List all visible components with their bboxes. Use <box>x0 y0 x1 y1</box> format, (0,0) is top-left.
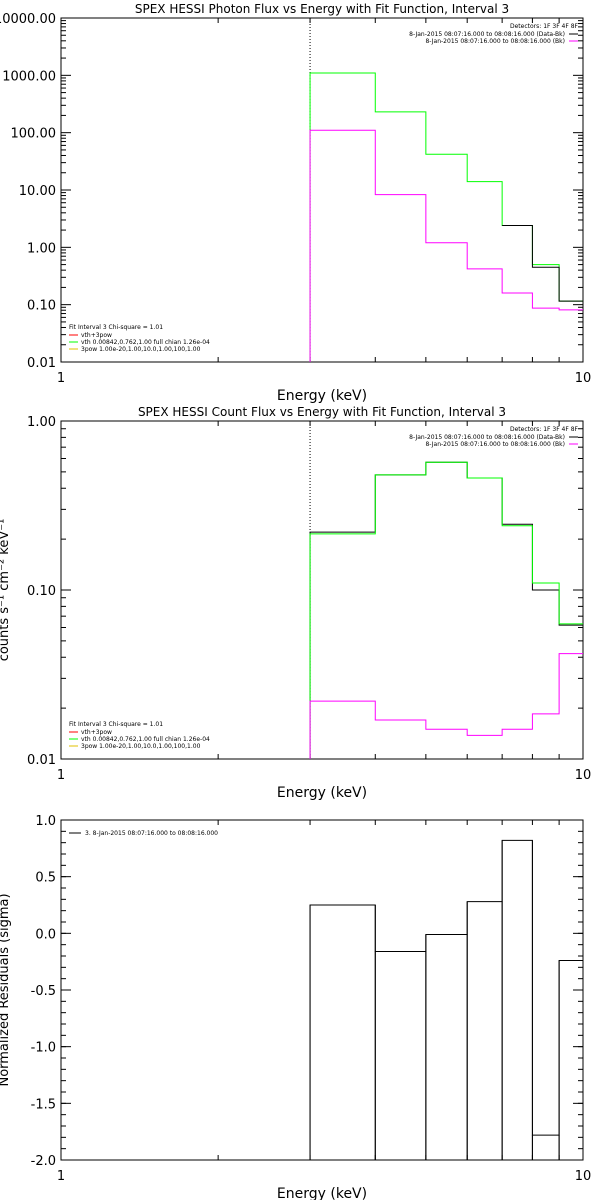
x-axis-label: Energy (keV) <box>277 1186 367 1200</box>
x-tick-label: 1 <box>57 768 65 783</box>
series-line <box>309 839 583 1160</box>
legend-detectors: Detectors: 1F 3F 4F 8F <box>510 426 579 433</box>
legend-entry-label: 3pow 1.00e-20,1.00,10.0,1.00,100,1.00 <box>81 346 201 353</box>
chart-title: SPEX HESSI Photon Flux vs Energy with Fi… <box>135 2 509 16</box>
y-tick-label: 0.5 <box>35 871 56 886</box>
plot-frame <box>60 819 584 1161</box>
y-tick-label: -1.0 <box>31 1041 56 1056</box>
legend-entry-label: vth+3pow <box>81 332 112 339</box>
y-tick-label: 1.00 <box>27 415 56 430</box>
y-axis-label: Normalized Residuals (sigma) <box>0 893 12 1086</box>
y-tick-label: 10000.00 <box>0 12 56 27</box>
x-tick-label: 10 <box>575 371 592 386</box>
legend-entry-label: 8-Jan-2015 08:07:16.000 to 08:08:16.000 … <box>425 441 565 448</box>
y-tick-label: 1.00 <box>27 241 56 256</box>
legend-entry-label: 8-Jan-2015 08:07:16.000 to 08:08:16.000 … <box>409 434 565 441</box>
legend-entry-label: 3pow 1.00e-20,1.00,10.0,1.00,100,1.00 <box>81 743 201 750</box>
x-axis-label: Energy (keV) <box>277 785 367 801</box>
y-tick-label: 10.00 <box>19 184 56 199</box>
y-tick-label: 0.10 <box>27 299 56 314</box>
legend-fit-title: Fit Interval 3 Chi-square = 1.01 <box>69 324 163 331</box>
x-tick-label: 1 <box>57 371 65 386</box>
series-line <box>309 461 583 759</box>
legend-entry-label: vth 0.00842,0.762,1.00 full chian 1.26e-… <box>81 736 210 743</box>
y-tick-label: 0.0 <box>35 927 56 942</box>
x-tick-label: 1 <box>57 1169 65 1184</box>
series-line <box>309 461 583 759</box>
y-tick-label: 0.10 <box>27 584 56 599</box>
x-axis-label: Energy (keV) <box>277 388 367 404</box>
series-line <box>309 129 583 362</box>
x-tick-label: 10 <box>575 1169 592 1184</box>
legend-entry-label: 3. 8-Jan-2015 08:07:16.000 to 08:08:16.0… <box>85 830 218 837</box>
y-tick-label: 100.00 <box>11 127 57 142</box>
legend-detectors: Detectors: 1F 3F 4F 8F <box>510 23 579 30</box>
series-line <box>502 225 583 302</box>
plot-frame <box>60 420 584 760</box>
y-tick-label: 0.01 <box>27 356 56 371</box>
y-tick-label: -1.5 <box>31 1097 56 1112</box>
legend-fit-title: Fit Interval 3 Chi-square = 1.01 <box>69 721 163 728</box>
plot-frame <box>60 17 584 363</box>
x-tick-label: 10 <box>575 768 592 783</box>
legend-entry-label: vth 0.00842,0.762,1.00 full chian 1.26e-… <box>81 339 210 346</box>
chart-title: SPEX HESSI Count Flux vs Energy with Fit… <box>138 405 506 419</box>
y-tick-label: 1.0 <box>35 814 56 829</box>
y-tick-label: -0.5 <box>31 984 56 999</box>
series-line <box>309 653 583 759</box>
series-line <box>309 72 583 362</box>
y-tick-label: -2.0 <box>31 1154 56 1169</box>
legend-entry-label: vth+3pow <box>81 729 112 736</box>
legend-entry-label: 8-Jan-2015 08:07:16.000 to 08:08:16.000 … <box>409 31 565 38</box>
y-axis-label: counts s⁻¹ cm⁻² keV⁻¹ <box>0 519 12 662</box>
legend-entry-label: 8-Jan-2015 08:07:16.000 to 08:08:16.000 … <box>425 38 565 45</box>
y-tick-label: 0.01 <box>27 753 56 768</box>
y-tick-label: 1000.00 <box>2 69 56 84</box>
